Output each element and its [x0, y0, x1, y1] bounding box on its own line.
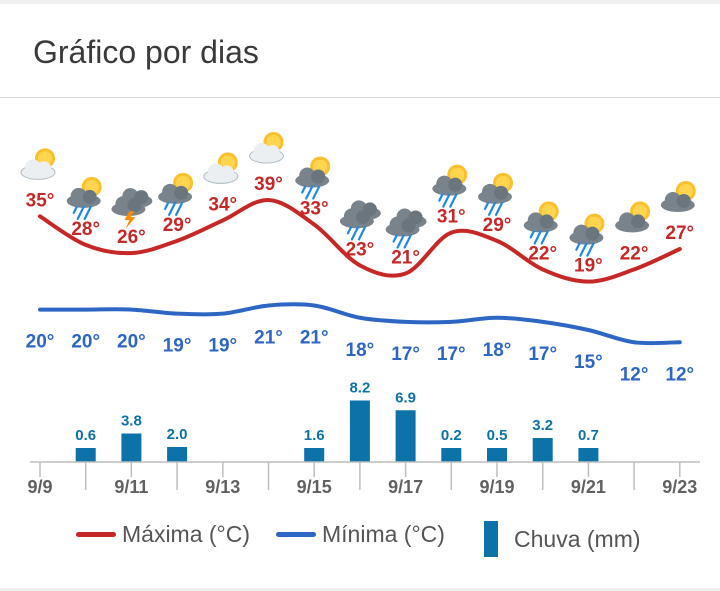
partly-cloudy-icon: [660, 181, 696, 212]
sun-rain-icon: [158, 172, 194, 216]
rain-bars: 0.6 3.8 2.0 1.6 8.2 6.9 0.2 0.5 3.2 0.7: [75, 380, 599, 462]
x-tick-label: 9/11: [114, 477, 148, 497]
legend-max-swatch: [76, 532, 116, 537]
thunderstorm-icon: [111, 188, 153, 230]
min-temp-label: 12°: [620, 364, 649, 385]
x-tick-label: 9/15: [297, 477, 332, 497]
max-temp-label: 34°: [208, 194, 237, 215]
rain-value-label: 2.0: [167, 426, 188, 443]
partly-sunny-icon: [20, 148, 56, 180]
sun-rain-icon: [523, 201, 559, 245]
rain-bar: [578, 448, 599, 462]
legend: Máxima (°C) Mínima (°C) Chuva (mm): [0, 519, 720, 559]
max-temp-label: 33°: [300, 199, 329, 220]
min-temp-label: 21°: [300, 328, 329, 349]
min-temp-label: 15°: [574, 352, 603, 373]
legend-min-label: Mínima (°C): [322, 521, 445, 547]
rain-value-label: 0.7: [578, 427, 599, 444]
min-temp-label: 17°: [437, 344, 466, 365]
legend-rain-label: Chuva (mm): [514, 525, 641, 552]
max-temp-label: 29°: [483, 215, 512, 236]
forecast-card: [0, 4, 720, 588]
x-tick-label: 9/17: [388, 477, 423, 497]
max-temp-line: [38, 197, 682, 284]
max-temp-label: 35°: [26, 190, 55, 211]
min-temp-line: [38, 302, 682, 346]
temp-labels: 35° 20° 28° 20° 26° 20° 29° 19° 34° 19° 39° 21° 33° 2…: [26, 174, 695, 385]
max-temp-label: 29°: [163, 215, 192, 236]
header-divider: [0, 97, 720, 98]
rain-value-label: 3.8: [121, 413, 142, 430]
min-temp-label: 20°: [71, 332, 100, 353]
weather-icons: [20, 132, 696, 257]
rain-bar: [304, 448, 325, 462]
min-temp-label: 17°: [528, 344, 557, 365]
max-temp-label: 19°: [574, 256, 603, 277]
x-axis: 9/9 9/11 9/13 9/15 9/17 9/19 9/21 9/23: [27, 461, 700, 497]
sun-rain-icon: [569, 213, 605, 257]
max-temp-label: 26°: [117, 227, 146, 248]
legend-min: Mínima (°C): [276, 521, 445, 548]
min-temp-label: 18°: [346, 340, 375, 361]
rain-bar: [487, 448, 507, 462]
legend-max-label: Máxima (°C): [122, 521, 251, 547]
x-tick-label: 9/19: [479, 477, 514, 497]
sun-rain-icon: [478, 172, 513, 216]
min-temp-label: 20°: [117, 332, 146, 353]
cloud-rain-icon: [339, 200, 381, 241]
rain-bar: [167, 447, 188, 462]
max-temp-label: 22°: [528, 243, 557, 264]
x-tick-label: 9/9: [27, 477, 52, 497]
legend-rain-swatch: [484, 521, 498, 557]
rain-value-label: 0.5: [487, 427, 508, 444]
min-temp-label: 19°: [208, 336, 237, 357]
max-temp-label: 31°: [437, 207, 466, 228]
partly-sunny-icon: [203, 152, 239, 184]
min-temp-label: 17°: [391, 344, 420, 365]
rain-value-label: 1.6: [304, 427, 325, 444]
rain-value-label: 3.2: [532, 417, 553, 434]
min-temp-label: 12°: [665, 364, 694, 385]
rain-value-label: 6.9: [395, 389, 416, 406]
page-title: Gráfico por dias: [33, 34, 259, 70]
rain-value-label: 0.6: [75, 427, 96, 444]
max-temp-label: 23°: [346, 239, 375, 260]
max-temp-label: 22°: [620, 243, 649, 264]
min-temp-label: 19°: [163, 336, 192, 357]
min-temp-label: 21°: [254, 328, 283, 349]
min-temp-label: 20°: [26, 332, 55, 353]
min-temp-label: 18°: [483, 340, 512, 361]
legend-rain: Chuva (mm): [484, 521, 641, 557]
legend-min-swatch: [276, 532, 316, 537]
rain-bar: [441, 448, 462, 462]
cloud-rain-icon: [385, 208, 427, 249]
sun-rain-icon: [66, 176, 102, 221]
max-temp-label: 28°: [71, 219, 100, 240]
max-temp-label: 39°: [254, 174, 283, 195]
rain-value-label: 8.2: [349, 380, 370, 397]
partly-sunny-icon: [249, 132, 284, 164]
legend-max: Máxima (°C): [76, 521, 250, 548]
max-temp-label: 27°: [665, 223, 694, 244]
partly-cloudy-icon: [615, 201, 651, 233]
sun-rain-icon: [295, 156, 331, 200]
rain-bar: [75, 448, 96, 462]
x-tick-label: 9/13: [205, 477, 240, 497]
rain-bar: [532, 438, 553, 462]
rain-value-label: 0.2: [441, 427, 462, 444]
x-tick-label: 9/23: [662, 477, 697, 497]
rain-bar: [395, 410, 416, 462]
sun-rain-icon: [432, 164, 468, 208]
rain-bar: [121, 433, 142, 462]
x-tick-label: 9/21: [571, 477, 606, 497]
rain-bar: [349, 400, 370, 462]
max-temp-label: 21°: [391, 248, 420, 269]
